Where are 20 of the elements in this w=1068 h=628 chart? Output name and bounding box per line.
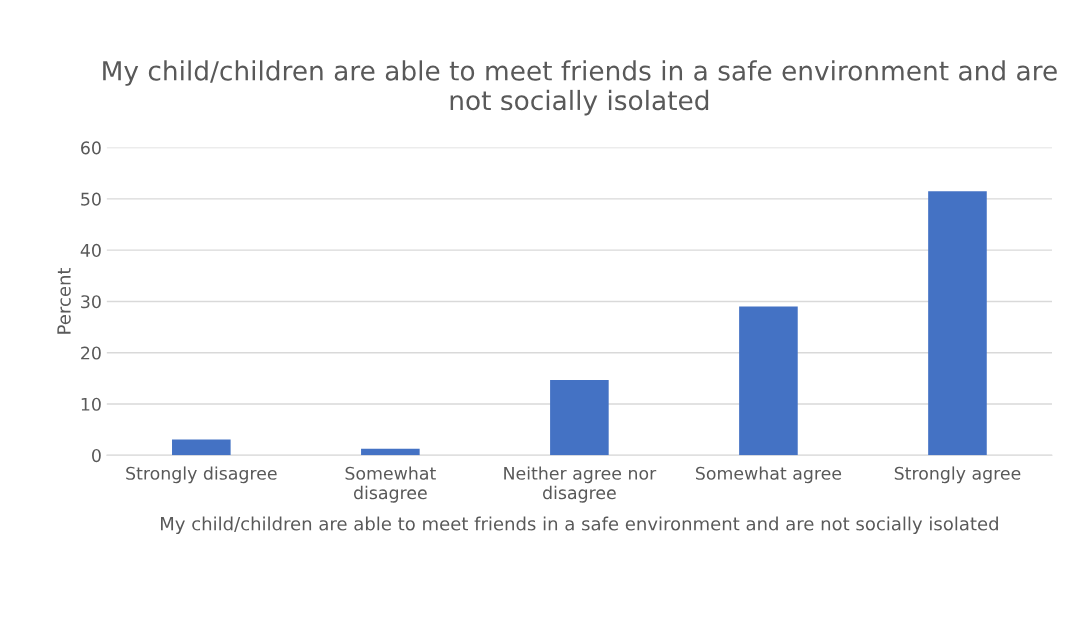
x-tick-label: Strongly agree: [894, 466, 1021, 484]
x-tick-label: Strongly disagree: [126, 466, 277, 484]
y-tick-label: 20: [81, 346, 101, 360]
bar: [739, 306, 798, 456]
y-tick-label: 40: [80, 243, 101, 257]
x-tick-label: Somewhat disagree: [345, 466, 436, 503]
y-axis-title: Percent: [57, 267, 71, 334]
y-tick-label: 10: [81, 397, 101, 411]
y-tick-label: 30: [81, 295, 101, 309]
chart-title: My child/children are able to meet friends in a safe environment and are not socially isolated: [103, 60, 1057, 116]
y-tick-label: 0: [92, 449, 101, 463]
y-tick-label: 50: [81, 192, 101, 206]
x-tick-label: Somewhat agree: [695, 466, 842, 484]
bar: [361, 448, 420, 456]
x-tick-label: Neither agree nor disagree: [504, 466, 657, 503]
y-tick-label: 60: [81, 141, 101, 155]
bar: [172, 439, 231, 456]
x-axis-title: My child/children are able to meet friends in a safe environment and are not socially isolated: [160, 516, 998, 535]
bar: [928, 191, 987, 456]
bar: [550, 379, 609, 456]
